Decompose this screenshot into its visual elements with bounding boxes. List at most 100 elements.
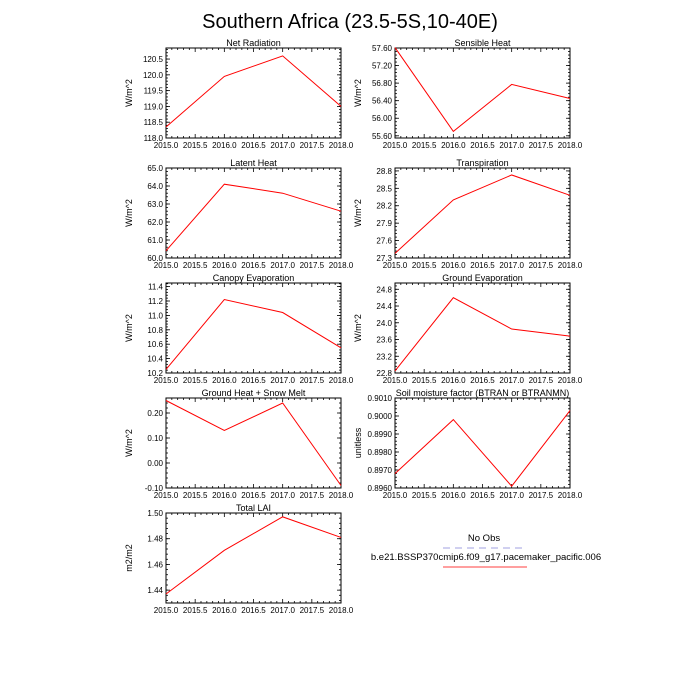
x-tick-label: 2018.0 [558, 491, 583, 500]
x-tick-label: 2015.5 [412, 141, 437, 150]
x-tick-label: 2018.0 [329, 261, 354, 270]
y-tick-label: 119.5 [144, 87, 164, 96]
series-line [165, 55, 342, 128]
y-tick-label: 0.8960 [368, 484, 393, 493]
legend-label-no-obs: No Obs [468, 533, 500, 544]
y-tick-label: -0.10 [145, 484, 164, 493]
x-tick-label: 2017.5 [529, 261, 554, 270]
y-tick-label: 120.5 [143, 55, 164, 64]
y-tick-label: 0.9010 [368, 394, 393, 403]
x-tick-label: 2016.5 [241, 141, 266, 150]
x-tick-label: 2017.0 [270, 141, 295, 150]
x-tick-label: 2016.0 [212, 606, 237, 615]
x-tick-label: 2017.0 [499, 141, 524, 150]
y-tick-label: 27.9 [376, 219, 392, 228]
series-line [165, 400, 342, 486]
y-tick-label: 11.2 [148, 297, 164, 306]
series-line [394, 47, 571, 133]
y-tick-label: 0.10 [147, 434, 163, 443]
y-tick-label: 56.00 [372, 114, 393, 123]
panel-title: Latent Heat [230, 158, 277, 168]
y-tick-label: 62.0 [147, 218, 163, 227]
panel-transpiration: Transpiration 2015.0 2015.5 2016.0 2016.5 201… [353, 158, 583, 270]
x-tick-label: 2015.5 [183, 261, 208, 270]
x-tick-label: 2016.5 [470, 491, 495, 500]
y-tick-label: 56.40 [372, 97, 393, 106]
panel-title: Net Radiation [226, 38, 281, 48]
y-tick-label: 10.6 [147, 340, 163, 349]
x-tick-label: 2016.0 [441, 141, 466, 150]
y-axis-label: W/m^2 [353, 314, 363, 342]
x-tick-label: 2016.0 [212, 141, 237, 150]
y-tick-label: 63.0 [147, 200, 163, 209]
panel-soil-moisture-factor-btran-or-btranmn: Soil moisture factor (BTRAN or BTRANMN) 2… [353, 388, 583, 500]
panel-canopy-evaporation: Canopy Evaporation 2015.0 2015.5 2016.0 2016… [124, 273, 354, 385]
y-tick-label: 1.46 [147, 560, 163, 569]
x-tick-label: 2017.0 [499, 261, 524, 270]
y-tick-label: 10.2 [147, 369, 163, 378]
y-tick-label: 23.6 [376, 336, 392, 345]
x-tick-label: 2018.0 [329, 606, 354, 615]
y-tick-label: 0.8980 [368, 448, 393, 457]
panels: Net Radiation 2015.0 2015.5 2016.0 2016.5 201… [124, 38, 583, 615]
x-tick-label: 2016.0 [441, 261, 466, 270]
y-tick-label: 0.8970 [368, 466, 393, 475]
x-tick-label: 2016.5 [241, 376, 266, 385]
x-tick-label: 2017.5 [300, 491, 325, 500]
y-axis-label: W/m^2 [124, 199, 134, 227]
y-tick-label: 60.0 [147, 254, 163, 263]
x-tick-label: 2017.0 [270, 491, 295, 500]
x-tick-label: 2015.0 [383, 491, 408, 500]
x-tick-label: 2017.0 [270, 376, 295, 385]
x-tick-label: 2018.0 [329, 376, 354, 385]
y-tick-label: 11.0 [148, 311, 164, 320]
panel-latent-heat: Latent Heat 2015.0 2015.5 2016.0 2016.5 2017.… [124, 158, 354, 270]
x-tick-label: 2015.0 [383, 376, 408, 385]
y-tick-label: 118.5 [144, 118, 164, 127]
y-axis-label: W/m^2 [353, 79, 363, 107]
x-tick-label: 2015.5 [183, 376, 208, 385]
x-tick-label: 2016.0 [212, 261, 237, 270]
x-tick-label: 2015.0 [383, 261, 408, 270]
legend: No Obs b.e21.BSSP370cmip6.f09_g17.pacema… [371, 533, 601, 568]
x-tick-label: 2017.0 [499, 376, 524, 385]
y-tick-label: 65.0 [147, 164, 163, 173]
y-tick-label: 10.8 [147, 326, 163, 335]
panel-title: Sensible Heat [454, 38, 511, 48]
y-tick-label: 11.4 [148, 283, 164, 292]
series-line [165, 183, 342, 252]
x-tick-label: 2016.0 [441, 491, 466, 500]
x-tick-label: 2016.5 [241, 606, 266, 615]
y-tick-label: 1.50 [147, 509, 163, 518]
x-tick-label: 2017.5 [300, 376, 325, 385]
x-tick-label: 2018.0 [329, 491, 354, 500]
y-tick-label: 118.0 [144, 134, 164, 143]
y-axis-label: W/m^2 [353, 199, 363, 227]
y-tick-label: 27.3 [376, 254, 392, 263]
y-tick-label: 23.2 [376, 352, 392, 361]
panel-net-radiation: Net Radiation 2015.0 2015.5 2016.0 2016.5 201… [124, 38, 354, 150]
x-tick-label: 2017.5 [300, 261, 325, 270]
x-tick-label: 2016.5 [470, 141, 495, 150]
y-tick-label: 57.60 [372, 44, 393, 53]
series-line [165, 516, 342, 595]
panel-title: Ground Evaporation [442, 273, 523, 283]
y-axis-label: W/m^2 [124, 429, 134, 457]
y-tick-label: 0.00 [147, 459, 163, 468]
series-line [394, 297, 571, 372]
y-axis-label: unitless [353, 427, 363, 458]
y-tick-label: 24.8 [376, 285, 392, 294]
x-tick-label: 2015.5 [412, 261, 437, 270]
y-tick-label: 55.60 [372, 132, 393, 141]
y-tick-label: 119.0 [144, 102, 164, 111]
x-tick-label: 2015.0 [154, 376, 179, 385]
x-tick-label: 2017.5 [529, 491, 554, 500]
y-tick-label: 57.20 [372, 62, 393, 71]
y-tick-label: 28.5 [376, 184, 392, 193]
y-axis-label: W/m^2 [124, 79, 134, 107]
legend-label-model: b.e21.BSSP370cmip6.f09_g17.pacemaker_pac… [371, 552, 601, 563]
y-tick-label: 28.8 [376, 167, 392, 176]
x-tick-label: 2016.5 [241, 261, 266, 270]
x-tick-label: 2016.0 [441, 376, 466, 385]
